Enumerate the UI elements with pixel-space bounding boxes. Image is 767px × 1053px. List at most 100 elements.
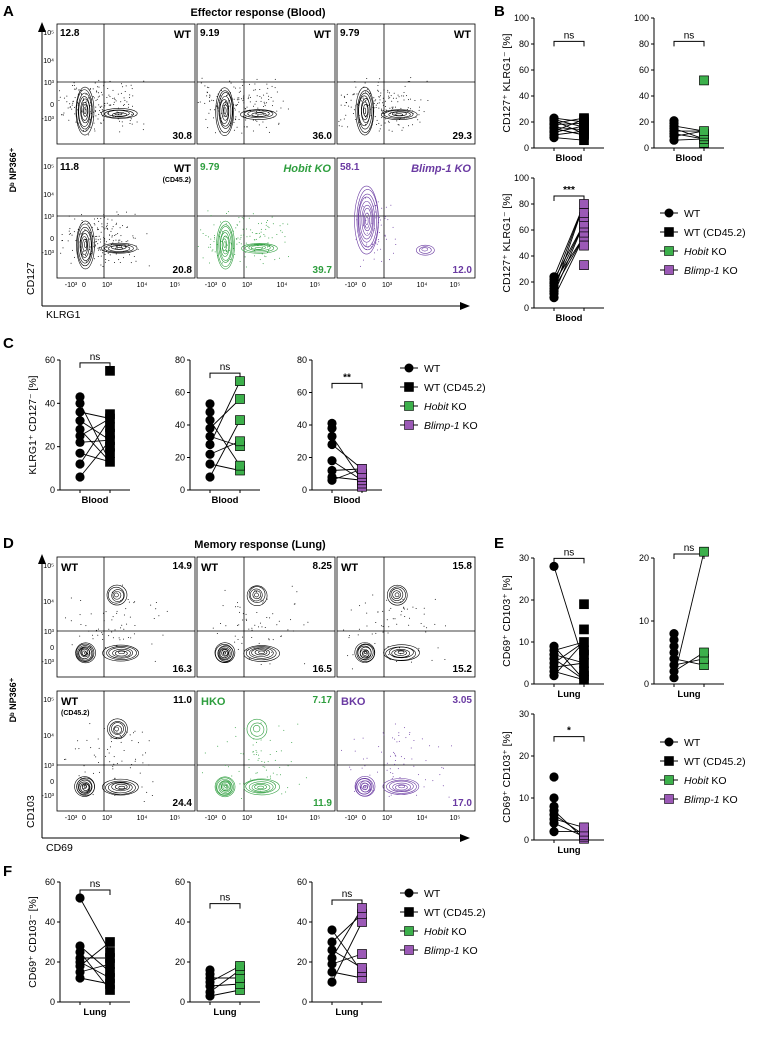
event-dot <box>78 89 80 91</box>
event-dot <box>80 232 82 234</box>
contour-population <box>354 642 376 663</box>
contour-population <box>107 718 128 740</box>
pairing-line <box>209 398 241 429</box>
event-dot <box>345 101 347 103</box>
significance-bracket <box>673 40 705 47</box>
event-dot <box>423 625 425 627</box>
event-dot <box>385 109 387 111</box>
event-dot <box>106 222 108 224</box>
event-dot <box>105 115 107 117</box>
data-point-wt <box>75 424 85 434</box>
event-dot <box>71 84 73 86</box>
event-dot <box>240 90 242 92</box>
event-dot <box>429 745 431 747</box>
event-dot <box>425 760 427 762</box>
data-point-wt <box>75 459 85 469</box>
event-dot <box>242 619 244 621</box>
event-dot <box>307 621 309 623</box>
event-dot <box>365 123 367 125</box>
x-axis-label: Blood <box>556 313 583 324</box>
event-dot <box>420 623 422 625</box>
event-dot <box>441 767 443 769</box>
event-dot <box>79 233 81 235</box>
event-dot <box>115 737 117 739</box>
event-dot <box>256 120 258 122</box>
event-dot <box>113 763 115 765</box>
event-dot <box>103 214 105 216</box>
event-dot <box>345 114 347 116</box>
event-dot <box>366 757 368 759</box>
event-dot <box>269 775 271 777</box>
event-dot <box>264 722 266 724</box>
event-dot <box>267 249 269 251</box>
event-dot <box>89 88 91 90</box>
event-dot <box>417 650 419 652</box>
event-dot <box>237 104 239 106</box>
facs-frame <box>196 690 336 812</box>
event-dot <box>122 125 124 127</box>
event-dot <box>109 746 111 748</box>
event-dot <box>267 761 269 763</box>
event-dot <box>96 217 98 219</box>
event-dot <box>133 732 135 734</box>
event-dot <box>108 628 110 630</box>
event-dot <box>214 251 216 253</box>
y-tick-label: 40 <box>519 251 529 261</box>
event-dot <box>442 767 444 769</box>
facs-x-tick: 10⁵ <box>310 815 321 822</box>
facs-y-tick: 0 <box>50 236 54 243</box>
event-dot <box>234 635 236 637</box>
event-dot <box>426 627 428 629</box>
event-dot <box>118 259 120 261</box>
event-dot <box>406 95 408 97</box>
event-dot <box>115 239 117 241</box>
event-dot <box>264 761 266 763</box>
event-dot <box>216 96 218 98</box>
event-dot <box>129 94 131 96</box>
event-dot <box>68 230 70 232</box>
event-dot <box>99 110 101 112</box>
event-dot <box>76 87 78 89</box>
event-dot <box>214 109 216 111</box>
event-dot <box>266 776 268 778</box>
event-dot <box>266 92 268 94</box>
event-dot <box>421 738 423 740</box>
event-dot <box>408 733 410 735</box>
event-dot <box>383 89 385 91</box>
event-dot <box>260 231 262 233</box>
event-dot <box>230 244 232 246</box>
event-dot <box>394 618 396 620</box>
event-dot <box>225 212 227 214</box>
event-dot <box>90 747 92 749</box>
event-dot <box>382 732 384 734</box>
event-dot <box>264 103 266 105</box>
event-dot <box>261 253 263 255</box>
event-dot <box>93 754 95 756</box>
pairing-line <box>79 951 111 991</box>
event-dot <box>97 738 99 740</box>
contour-population <box>218 780 233 795</box>
event-dot <box>105 241 107 243</box>
event-dot <box>412 124 414 126</box>
event-dot <box>133 602 135 604</box>
quadrant-bottom-right-value: 15.2 <box>453 664 473 675</box>
event-dot <box>352 94 354 96</box>
event-dot <box>269 663 271 665</box>
event-dot <box>92 638 94 640</box>
event-dot <box>116 731 118 733</box>
pairing-line <box>209 440 241 455</box>
data-point-wt <box>669 641 679 651</box>
event-dot <box>393 92 395 94</box>
event-dot <box>377 81 379 83</box>
data-point-wt <box>75 437 85 447</box>
data-point-wt <box>75 893 85 903</box>
event-dot <box>266 83 268 85</box>
facs-y-tick: 10⁴ <box>43 58 54 65</box>
data-point-hobit-ko <box>699 75 709 86</box>
event-dot <box>125 211 127 213</box>
event-dot <box>115 245 117 247</box>
event-dot <box>89 111 91 113</box>
event-dot <box>123 749 125 751</box>
